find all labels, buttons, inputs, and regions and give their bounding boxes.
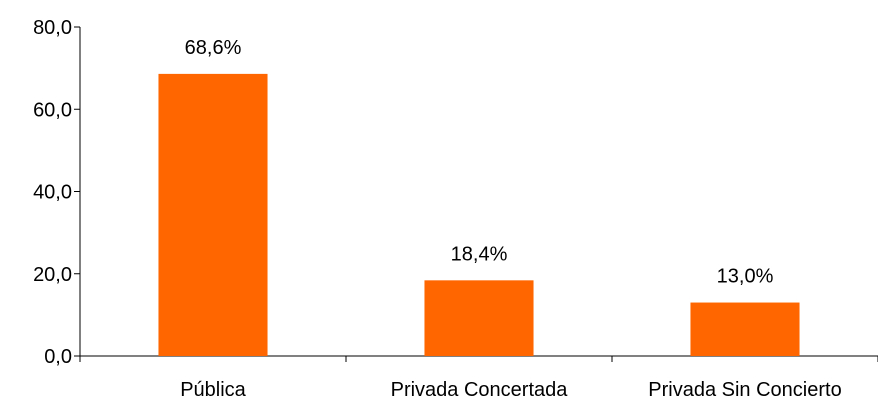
x-category-label: Pública (180, 379, 246, 401)
y-tick-label: 0,0 (44, 346, 72, 368)
x-category-label: Privada Concertada (391, 379, 569, 401)
y-tick-label: 40,0 (33, 182, 72, 204)
y-axis: 0,0 20,0 40,0 60,0 80,0 (33, 17, 81, 368)
bar-data-label: 13,0% (717, 266, 774, 288)
x-category-label: Privada Sin Concierto (648, 379, 841, 401)
bars (158, 73, 800, 356)
bar-data-label: 68,6% (185, 37, 242, 59)
bar (690, 302, 800, 356)
y-tick-label: 60,0 (33, 99, 72, 121)
y-tick-label: 20,0 (33, 264, 72, 286)
y-tick-label: 80,0 (33, 17, 72, 39)
bar (424, 280, 534, 356)
data-labels: 68,6% 18,4% 13,0% (185, 37, 774, 288)
x-axis: Pública Privada Concertada Privada Sin Con… (79, 355, 878, 401)
bar-data-label: 18,4% (451, 243, 508, 265)
bar (158, 73, 268, 356)
